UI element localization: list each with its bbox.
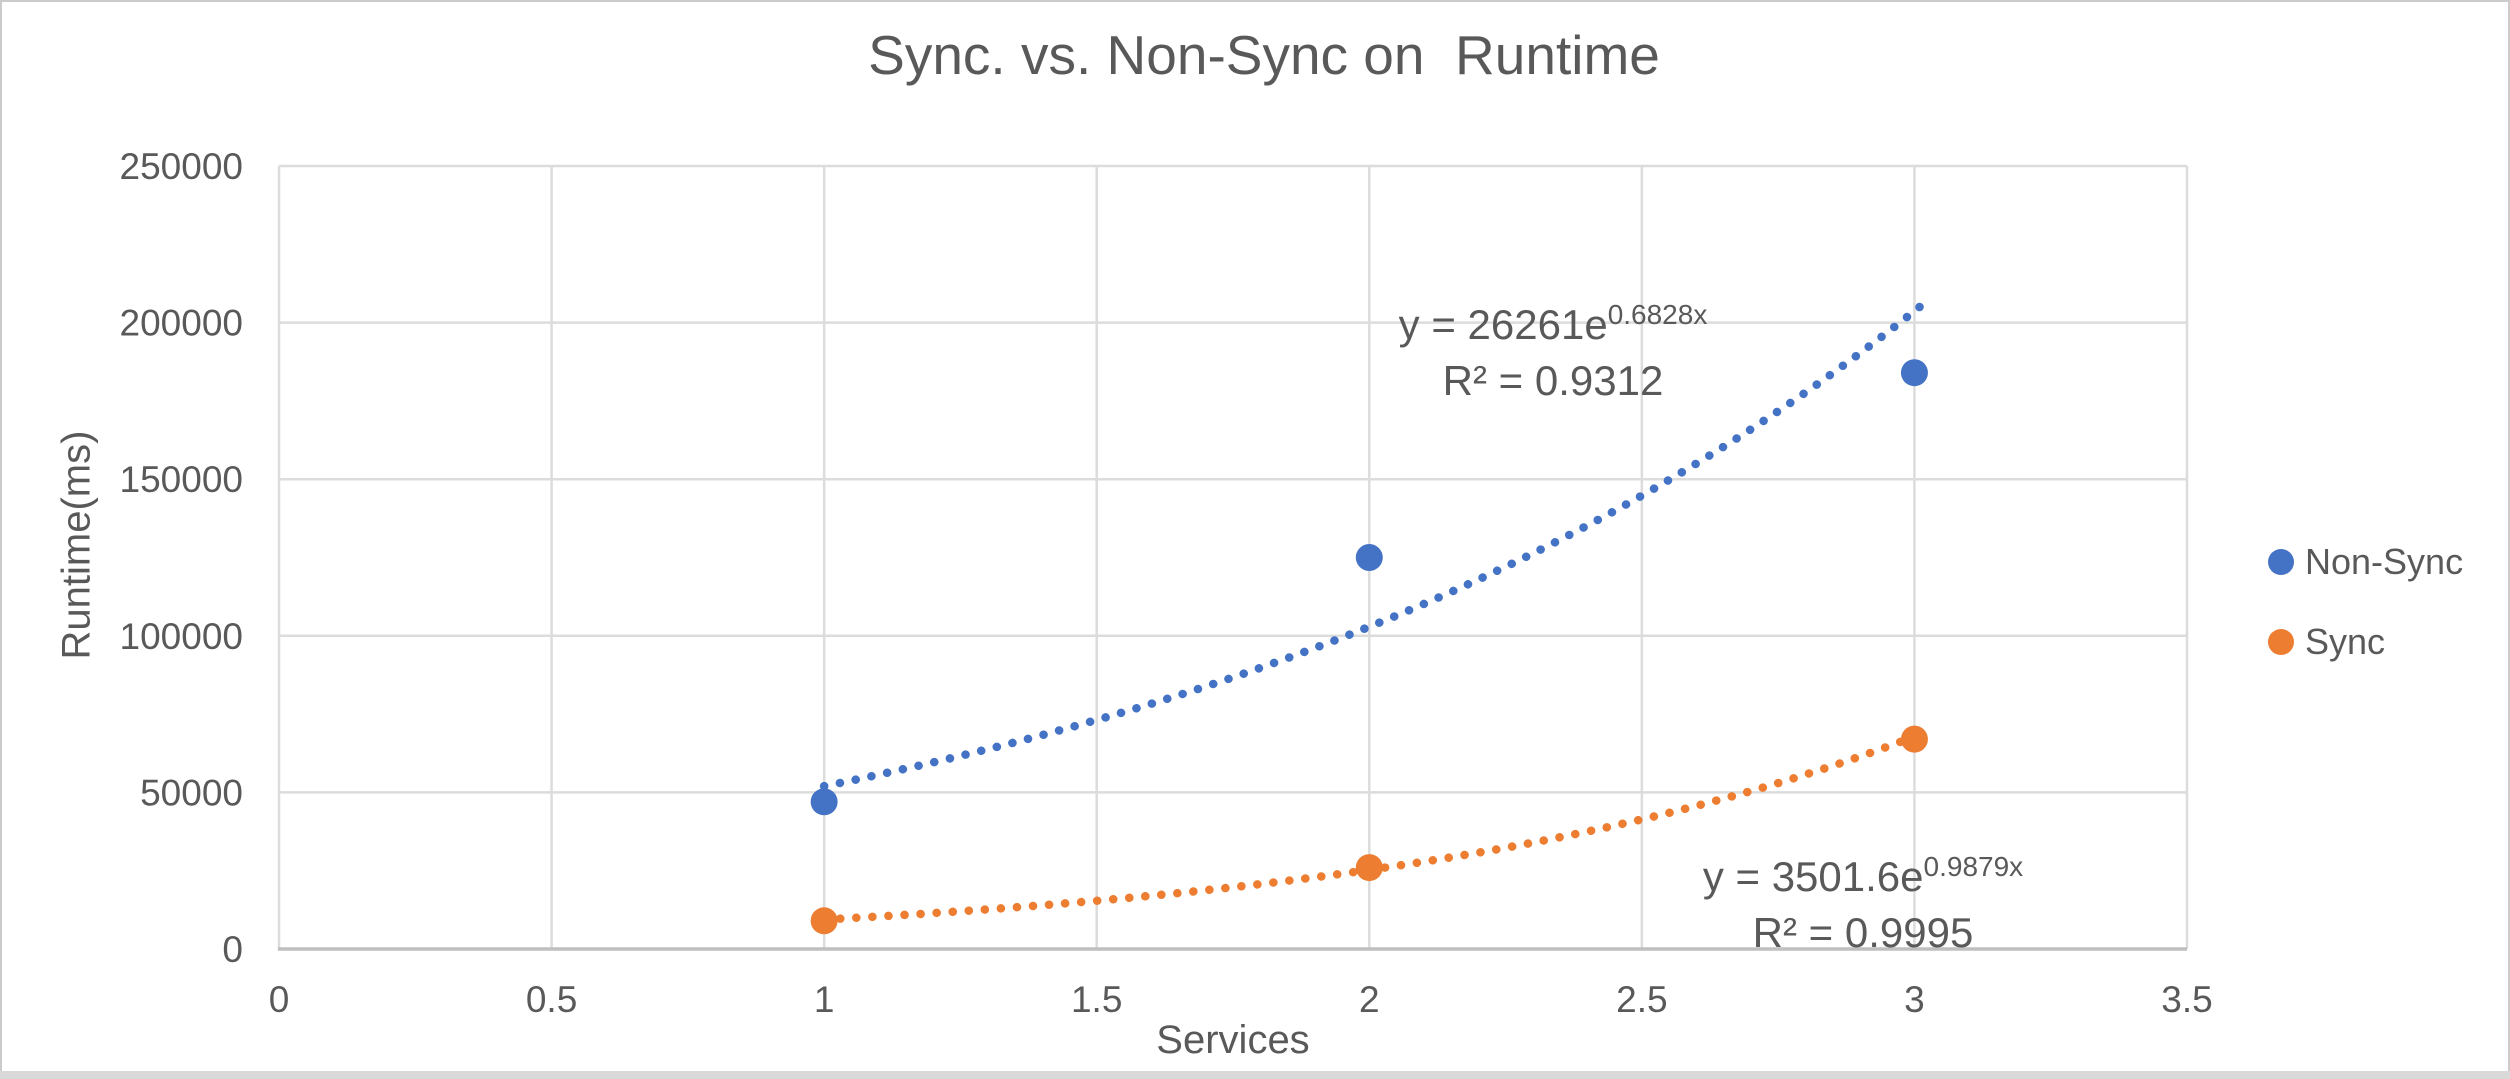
legend-marker-non-sync [2268,549,2294,575]
legend-marker-sync [2268,629,2294,655]
bottom-border-strip [0,1071,2510,1079]
x-tick-label: 0 [269,979,290,1020]
y-tick-label: 150000 [120,459,243,500]
legend: Non-Sync Sync [2268,541,2463,701]
x-tick-label: 2.5 [1616,979,1667,1020]
trendline-annotation-non-sync: y = 26261e0.6828x R² = 0.9312 [1399,299,1708,406]
chart-title: Sync. vs. Non-Sync on Runtime [868,24,1660,86]
x-tick-label: 1.5 [1071,979,1122,1020]
y-tick-label: 200000 [120,303,243,344]
x-tick-label: 3.5 [2161,979,2212,1020]
data-point-sync [1900,725,1928,753]
y-tick-label: 50000 [140,772,243,813]
r-squared-value: R² = 0.9312 [1442,357,1664,404]
x-tick-label: 1 [814,979,835,1020]
r-squared-value: R² = 0.9995 [1752,909,1974,956]
legend-item-sync: Sync [2268,621,2463,663]
trendline-equation: y = 26261e0.6828x [1398,299,1708,348]
legend-label-sync: Sync [2305,621,2386,662]
data-point-non-sync [1900,359,1928,387]
y-tick-label: 100000 [120,616,243,657]
y-tick-label: 0 [222,929,243,970]
trendline-equation: y = 3501.6e0.9879x [1702,851,2024,900]
data-point-sync [810,907,838,935]
x-tick-label: 0.5 [526,979,577,1020]
x-tick-label: 2 [1359,979,1380,1020]
x-tick-label: 3 [1904,979,1925,1020]
data-point-non-sync [1355,544,1383,571]
x-axis-title: Services [1156,1018,1310,1062]
y-tick-label: 250000 [120,146,243,187]
y-axis-title: Runtime(ms) [54,430,99,660]
trendline-annotation-sync: y = 3501.6e0.9879x R² = 0.9995 [1703,851,2023,958]
equation-exponent: 0.6828x [1607,299,1708,330]
legend-label-non-sync: Non-Sync [2305,541,2464,582]
data-point-non-sync [810,788,838,816]
data-point-sync [1355,854,1383,882]
trendline-non-sync [819,298,1930,791]
equation-exponent: 0.9879x [1923,851,2024,882]
legend-item-non-sync: Non-Sync [2268,541,2463,583]
